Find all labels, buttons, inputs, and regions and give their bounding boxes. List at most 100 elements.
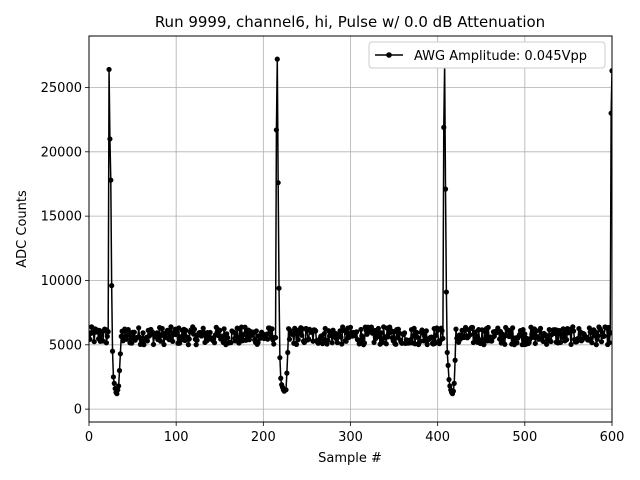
data-point (174, 329, 180, 335)
y-tick-label: 20000 (41, 145, 82, 160)
data-point (444, 349, 450, 356)
data-point (105, 329, 111, 335)
data-point (286, 336, 293, 342)
y-tick-label: 25000 (41, 81, 82, 96)
data-point (532, 340, 538, 347)
data-point (354, 329, 360, 335)
data-point (540, 338, 546, 345)
data-point (383, 341, 389, 347)
data-point (561, 331, 567, 337)
data-point (568, 341, 574, 348)
legend: AWG Amplitude: 0.045Vpp (368, 41, 606, 69)
data-point (453, 326, 459, 332)
data-point (442, 186, 449, 192)
data-point (378, 330, 384, 336)
data-point (207, 329, 213, 336)
grid (88, 36, 613, 422)
data-point (140, 330, 146, 336)
data-point (116, 367, 123, 374)
data-point (485, 324, 491, 331)
data-point (91, 339, 97, 345)
legend-box (368, 41, 606, 69)
data-point (423, 328, 429, 334)
data-point (98, 331, 104, 337)
data-point (161, 341, 167, 348)
data-point (275, 180, 281, 186)
data-point (601, 333, 607, 339)
data-point (428, 334, 435, 340)
data-point (170, 338, 176, 344)
data-point (393, 341, 399, 347)
data-point (150, 341, 157, 348)
data-point (321, 330, 327, 337)
data-point (283, 387, 289, 393)
data-point (159, 325, 165, 332)
data-point (368, 324, 375, 330)
data-point (193, 342, 199, 348)
data-point (224, 331, 230, 337)
data-point (334, 340, 341, 346)
data-point (246, 337, 252, 343)
ticks: 0 100 200 300 400 500 600 0 5000 10000 15000 20000 2… (41, 81, 625, 445)
data-point (467, 332, 473, 338)
data-point (231, 329, 237, 335)
data-point (360, 336, 366, 342)
data-point (269, 326, 275, 332)
data-point (557, 339, 564, 345)
data-point (183, 327, 189, 333)
data-point (606, 339, 612, 346)
x-tick-label: 300 (338, 430, 363, 445)
data-point (194, 337, 200, 343)
x-axis-label: Sample # (318, 451, 382, 466)
data-point (136, 325, 142, 331)
data-point (276, 285, 282, 291)
data-point (284, 370, 290, 376)
data-point (451, 380, 457, 386)
data-point (168, 324, 174, 330)
data-point (607, 330, 612, 336)
data-point (570, 324, 576, 330)
data-point (361, 340, 368, 346)
data-point (344, 330, 350, 336)
data-point (104, 333, 110, 339)
data-point (371, 339, 377, 345)
data-point (592, 329, 599, 335)
data-point (605, 324, 612, 331)
data-point (441, 124, 447, 130)
data-point (273, 127, 280, 133)
data-point (595, 333, 601, 339)
data-point (543, 332, 549, 338)
data-point (295, 337, 301, 343)
data-point (253, 328, 259, 334)
data-point (89, 336, 93, 342)
data-point (131, 329, 137, 335)
x-tick-label: 600 (600, 430, 625, 445)
legend-label: AWG Amplitude: 0.045Vpp (414, 49, 587, 64)
data-point (414, 329, 420, 336)
data-point (242, 324, 248, 330)
data-point (107, 136, 113, 142)
data-point (109, 283, 115, 289)
data-point (200, 325, 206, 331)
data-point (589, 340, 595, 346)
data-point (191, 331, 197, 337)
data-point (571, 328, 577, 334)
data-point (109, 348, 116, 354)
chart-title: Run 9999, channel6, hi, Pulse w/ 0.0 dB … (155, 13, 545, 31)
data-point (224, 335, 231, 341)
data-point (445, 362, 451, 368)
data-point (299, 332, 305, 338)
data-point (123, 336, 130, 342)
data-point (106, 66, 112, 73)
data-point (508, 331, 514, 337)
data-point (278, 375, 284, 381)
data-point (141, 342, 147, 348)
data-point (111, 380, 117, 386)
data-point (313, 328, 319, 334)
y-tick-label: 10000 (41, 274, 82, 289)
data-point (272, 335, 279, 341)
data-point (433, 332, 439, 338)
data-point (217, 327, 223, 333)
data-point (144, 338, 150, 344)
